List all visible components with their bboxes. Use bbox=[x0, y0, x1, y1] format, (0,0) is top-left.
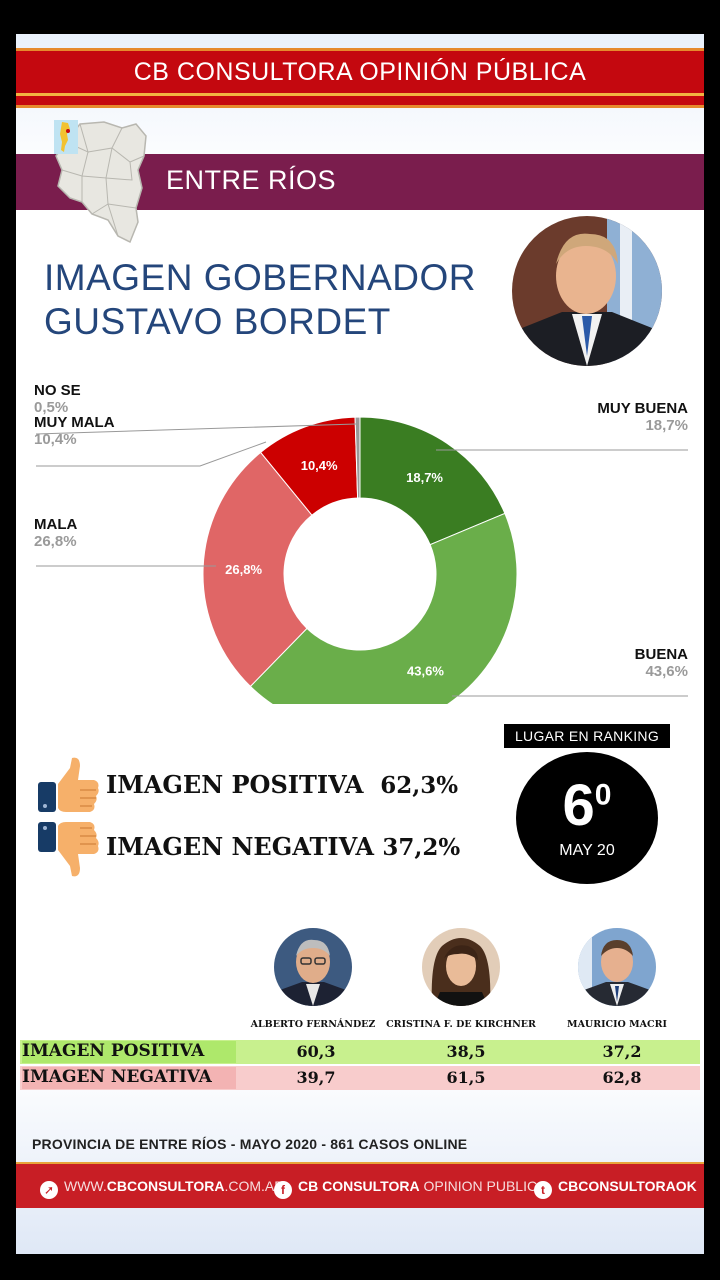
title-line-1: IMAGEN GOBERNADOR bbox=[44, 257, 476, 298]
thumbs-up-icon bbox=[38, 757, 99, 812]
cell-negative-macri: 62,8 bbox=[602, 1068, 642, 1087]
table-row-positive: IMAGEN POSITIVA 60,3 38,5 37,2 bbox=[20, 1040, 700, 1064]
web-prefix: WWW. bbox=[64, 1178, 107, 1194]
label-no-se: NO SE bbox=[34, 382, 81, 399]
value-muy-mala: 10,4% bbox=[34, 431, 77, 448]
web-bold: CBCONSULTORA bbox=[106, 1178, 225, 1194]
ranking-label: LUGAR EN RANKING bbox=[504, 724, 670, 748]
donut-slice-buena bbox=[249, 512, 518, 704]
positive-image-row: IMAGEN POSITIVA 62,3% bbox=[36, 756, 458, 816]
entre-rios-map-icon bbox=[55, 121, 147, 244]
cell-negative-kirchner: 61,5 bbox=[446, 1068, 486, 1087]
banner-title: CB CONSULTORA OPINIÓN PÚBLICA bbox=[133, 58, 587, 86]
thumbs-down-icon bbox=[38, 822, 99, 877]
macri-photo bbox=[578, 928, 656, 1006]
top-banner: CB CONSULTORA OPINIÓN PÚBLICA bbox=[16, 48, 704, 108]
kirchner-photo bbox=[422, 928, 500, 1006]
main-title: IMAGEN GOBERNADOR GUSTAVO BORDET bbox=[44, 256, 476, 344]
footer-note: PROVINCIA DE ENTRE RÍOS - MAYO 2020 - 86… bbox=[32, 1136, 468, 1152]
title-line-2: GUSTAVO BORDET bbox=[44, 301, 391, 342]
comparison-table: IMAGEN POSITIVA 60,3 38,5 37,2 IMAGEN NE… bbox=[20, 1040, 700, 1092]
positive-label-text: IMAGEN POSITIVA bbox=[106, 770, 364, 799]
website-link[interactable]: ➚ WWW.CBCONSULTORA.COM.AR bbox=[40, 1178, 284, 1199]
donut-data-label-muy-mala: 10,4% bbox=[301, 458, 338, 473]
negative-image-row: IMAGEN NEGATIVA 37,2% bbox=[36, 818, 460, 878]
twitter-link[interactable]: t CBCONSULTORAOK bbox=[534, 1178, 697, 1199]
positive-value: 62,3% bbox=[380, 772, 459, 799]
ranking-number-value: 6 bbox=[562, 773, 595, 838]
donut-slice-mala bbox=[202, 451, 313, 688]
negative-label-text: IMAGEN NEGATIVA bbox=[106, 832, 374, 861]
donut-slice-muy-buena bbox=[359, 416, 506, 546]
value-mala: 26,8% bbox=[34, 533, 77, 550]
politician-name-3: MAURICIO MACRI bbox=[567, 1019, 667, 1030]
leader-line-no-se bbox=[35, 423, 357, 435]
governor-photo bbox=[512, 216, 662, 366]
donut-slice-no-se bbox=[354, 416, 361, 499]
donut-data-label-muy-buena: 18,7% bbox=[406, 470, 443, 485]
cell-positive-kirchner: 38,5 bbox=[446, 1042, 486, 1061]
infographic-card: CB CONSULTORA OPINIÓN PÚBLICA ENTRE RÍOS… bbox=[16, 34, 704, 1254]
politician-kirchner: CRISTINA F. DE KIRCHNER bbox=[386, 928, 536, 1030]
cell-positive-macri: 37,2 bbox=[602, 1042, 642, 1061]
politician-macri: MAURICIO MACRI bbox=[542, 928, 692, 1030]
row-label-negative: IMAGEN NEGATIVA bbox=[22, 1067, 236, 1089]
fb-bold: CB CONSULTORA bbox=[298, 1178, 420, 1194]
politician-name-1: ALBERTO FERNÁNDEZ bbox=[250, 1019, 376, 1030]
donut-chart: 18,7% 43,6% 26,8% 10,4% bbox=[35, 416, 688, 704]
label-buena: BUENA bbox=[634, 646, 688, 663]
cell-negative-fernandez: 39,7 bbox=[296, 1068, 336, 1087]
ranking-number: 60 bbox=[516, 772, 658, 839]
facebook-link[interactable]: f CB CONSULTORA OPINION PUBLICA bbox=[274, 1178, 546, 1199]
negative-value: 37,2% bbox=[382, 834, 461, 861]
donut-data-label-buena: 43,6% bbox=[407, 663, 444, 678]
fernandez-photo bbox=[274, 928, 352, 1006]
tw-bold: CBCONSULTORAOK bbox=[558, 1178, 697, 1194]
value-muy-buena: 18,7% bbox=[645, 417, 688, 434]
twitter-icon: t bbox=[534, 1181, 552, 1199]
row-label-positive: IMAGEN POSITIVA bbox=[22, 1041, 236, 1063]
label-muy-mala: MUY MALA bbox=[34, 414, 115, 431]
negative-image-label: IMAGEN NEGATIVA 37,2% bbox=[106, 832, 460, 861]
label-muy-buena: MUY BUENA bbox=[597, 400, 688, 417]
politician-name-2: CRISTINA F. DE KIRCHNER bbox=[386, 1019, 536, 1030]
web-suffix: .COM.AR bbox=[224, 1178, 285, 1194]
region-title: ENTRE RÍOS bbox=[166, 165, 337, 195]
positive-image-label: IMAGEN POSITIVA 62,3% bbox=[106, 770, 458, 799]
footer-bar: ➚ WWW.CBCONSULTORA.COM.AR f CB CONSULTORA … bbox=[16, 1162, 704, 1208]
label-mala: MALA bbox=[34, 516, 78, 533]
value-no-se: 0,5% bbox=[34, 399, 69, 416]
table-row-negative: IMAGEN NEGATIVA 39,7 61,5 62,8 bbox=[20, 1066, 700, 1090]
facebook-icon: f bbox=[274, 1181, 292, 1199]
leader-line-muy-mala bbox=[36, 441, 267, 467]
value-buena: 43,6% bbox=[645, 663, 688, 680]
ranking-badge: 60 MAY 20 bbox=[516, 752, 658, 884]
cursor-icon: ➚ bbox=[40, 1181, 58, 1199]
ranking-ordinal: 0 bbox=[594, 778, 612, 812]
donut-data-label-mala: 26,8% bbox=[225, 562, 262, 577]
politician-fernandez: ALBERTO FERNÁNDEZ bbox=[238, 928, 388, 1030]
ranking-date: MAY 20 bbox=[559, 842, 615, 859]
fb-thin: OPINION PUBLICA bbox=[423, 1178, 547, 1194]
cell-positive-fernandez: 60,3 bbox=[296, 1042, 336, 1061]
argentina-locator-icon bbox=[54, 120, 78, 154]
